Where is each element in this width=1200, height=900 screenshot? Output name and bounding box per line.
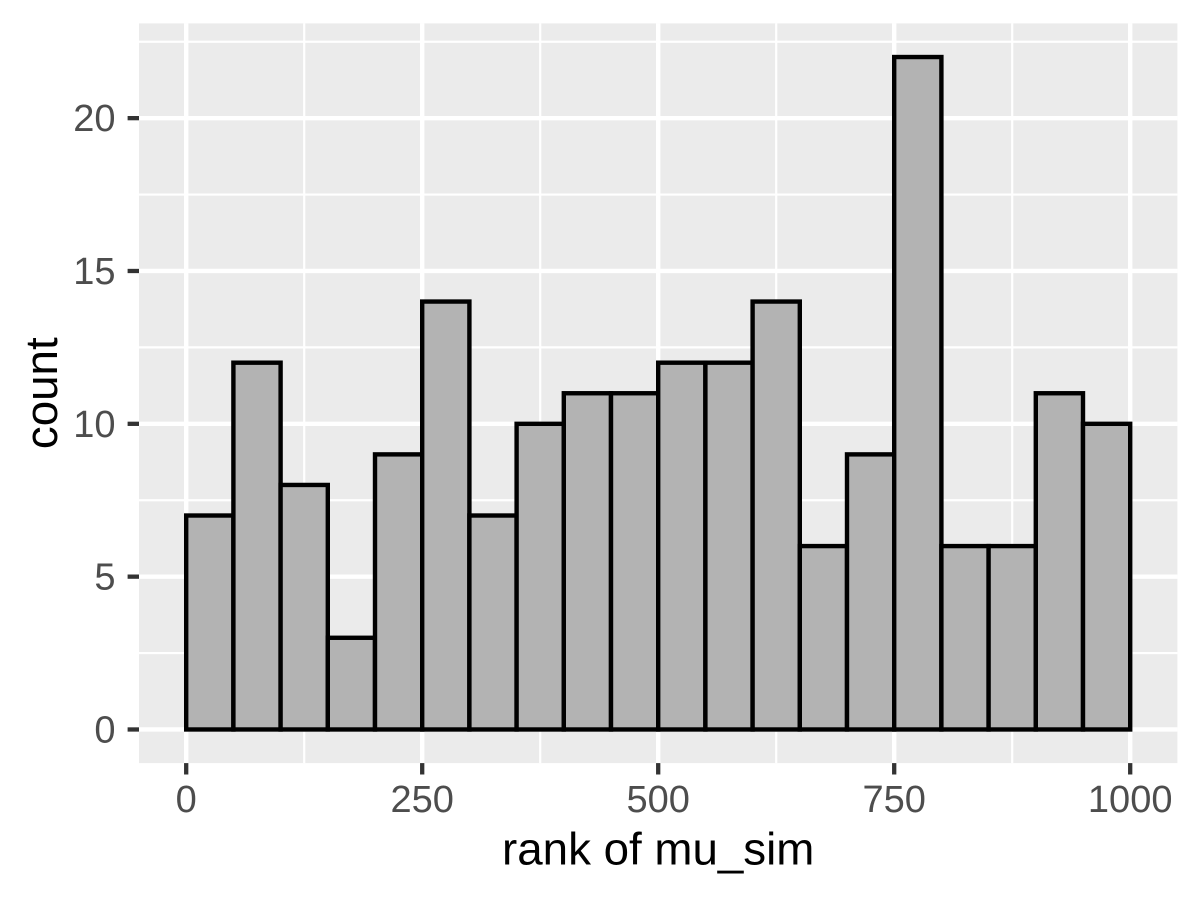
y-axis-tick-label: 20 <box>73 98 115 140</box>
y-axis-tick-label: 0 <box>94 709 115 751</box>
histogram-bar <box>467 513 519 732</box>
histogram-bar <box>608 391 661 732</box>
y-axis-tick-label: 15 <box>73 251 115 293</box>
x-axis-tick-label: 250 <box>390 779 453 821</box>
histogram-bar <box>1033 391 1086 732</box>
y-axis-tick-label: 10 <box>73 404 115 446</box>
x-axis-tick-label: 500 <box>626 779 689 821</box>
histogram-bars <box>183 54 1133 732</box>
histogram-bar <box>514 421 566 732</box>
histogram-bar <box>656 360 708 732</box>
histogram-bar <box>703 360 755 732</box>
y-axis-title: count <box>16 337 67 449</box>
histogram-bar <box>892 54 944 732</box>
axis-ticks <box>127 116 1133 775</box>
histogram-bar <box>325 635 378 732</box>
y-axis-labels: 0 5 10 15 20 <box>73 98 115 751</box>
histogram-bar <box>420 299 472 732</box>
histogram-bar <box>183 513 236 732</box>
histogram-bar <box>231 360 283 732</box>
histogram-bar <box>278 482 331 732</box>
x-axis-tick-label: 750 <box>862 779 925 821</box>
histogram-bar <box>561 391 614 732</box>
histogram-bar <box>1080 421 1133 732</box>
histogram-bar <box>750 299 802 732</box>
histogram-bar <box>797 543 850 732</box>
y-axis-tick-label: 5 <box>94 557 115 599</box>
x-axis-labels: 0 250 500 750 1000 <box>176 779 1173 821</box>
histogram-bar <box>844 452 897 732</box>
histogram-bar <box>939 543 991 732</box>
histogram-bar <box>986 543 1038 732</box>
x-axis-title: rank of mu_sim <box>502 824 814 875</box>
x-axis-tick-label: 1000 <box>1088 779 1173 821</box>
histogram-bar <box>372 452 425 732</box>
x-axis-tick-label: 0 <box>176 779 197 821</box>
